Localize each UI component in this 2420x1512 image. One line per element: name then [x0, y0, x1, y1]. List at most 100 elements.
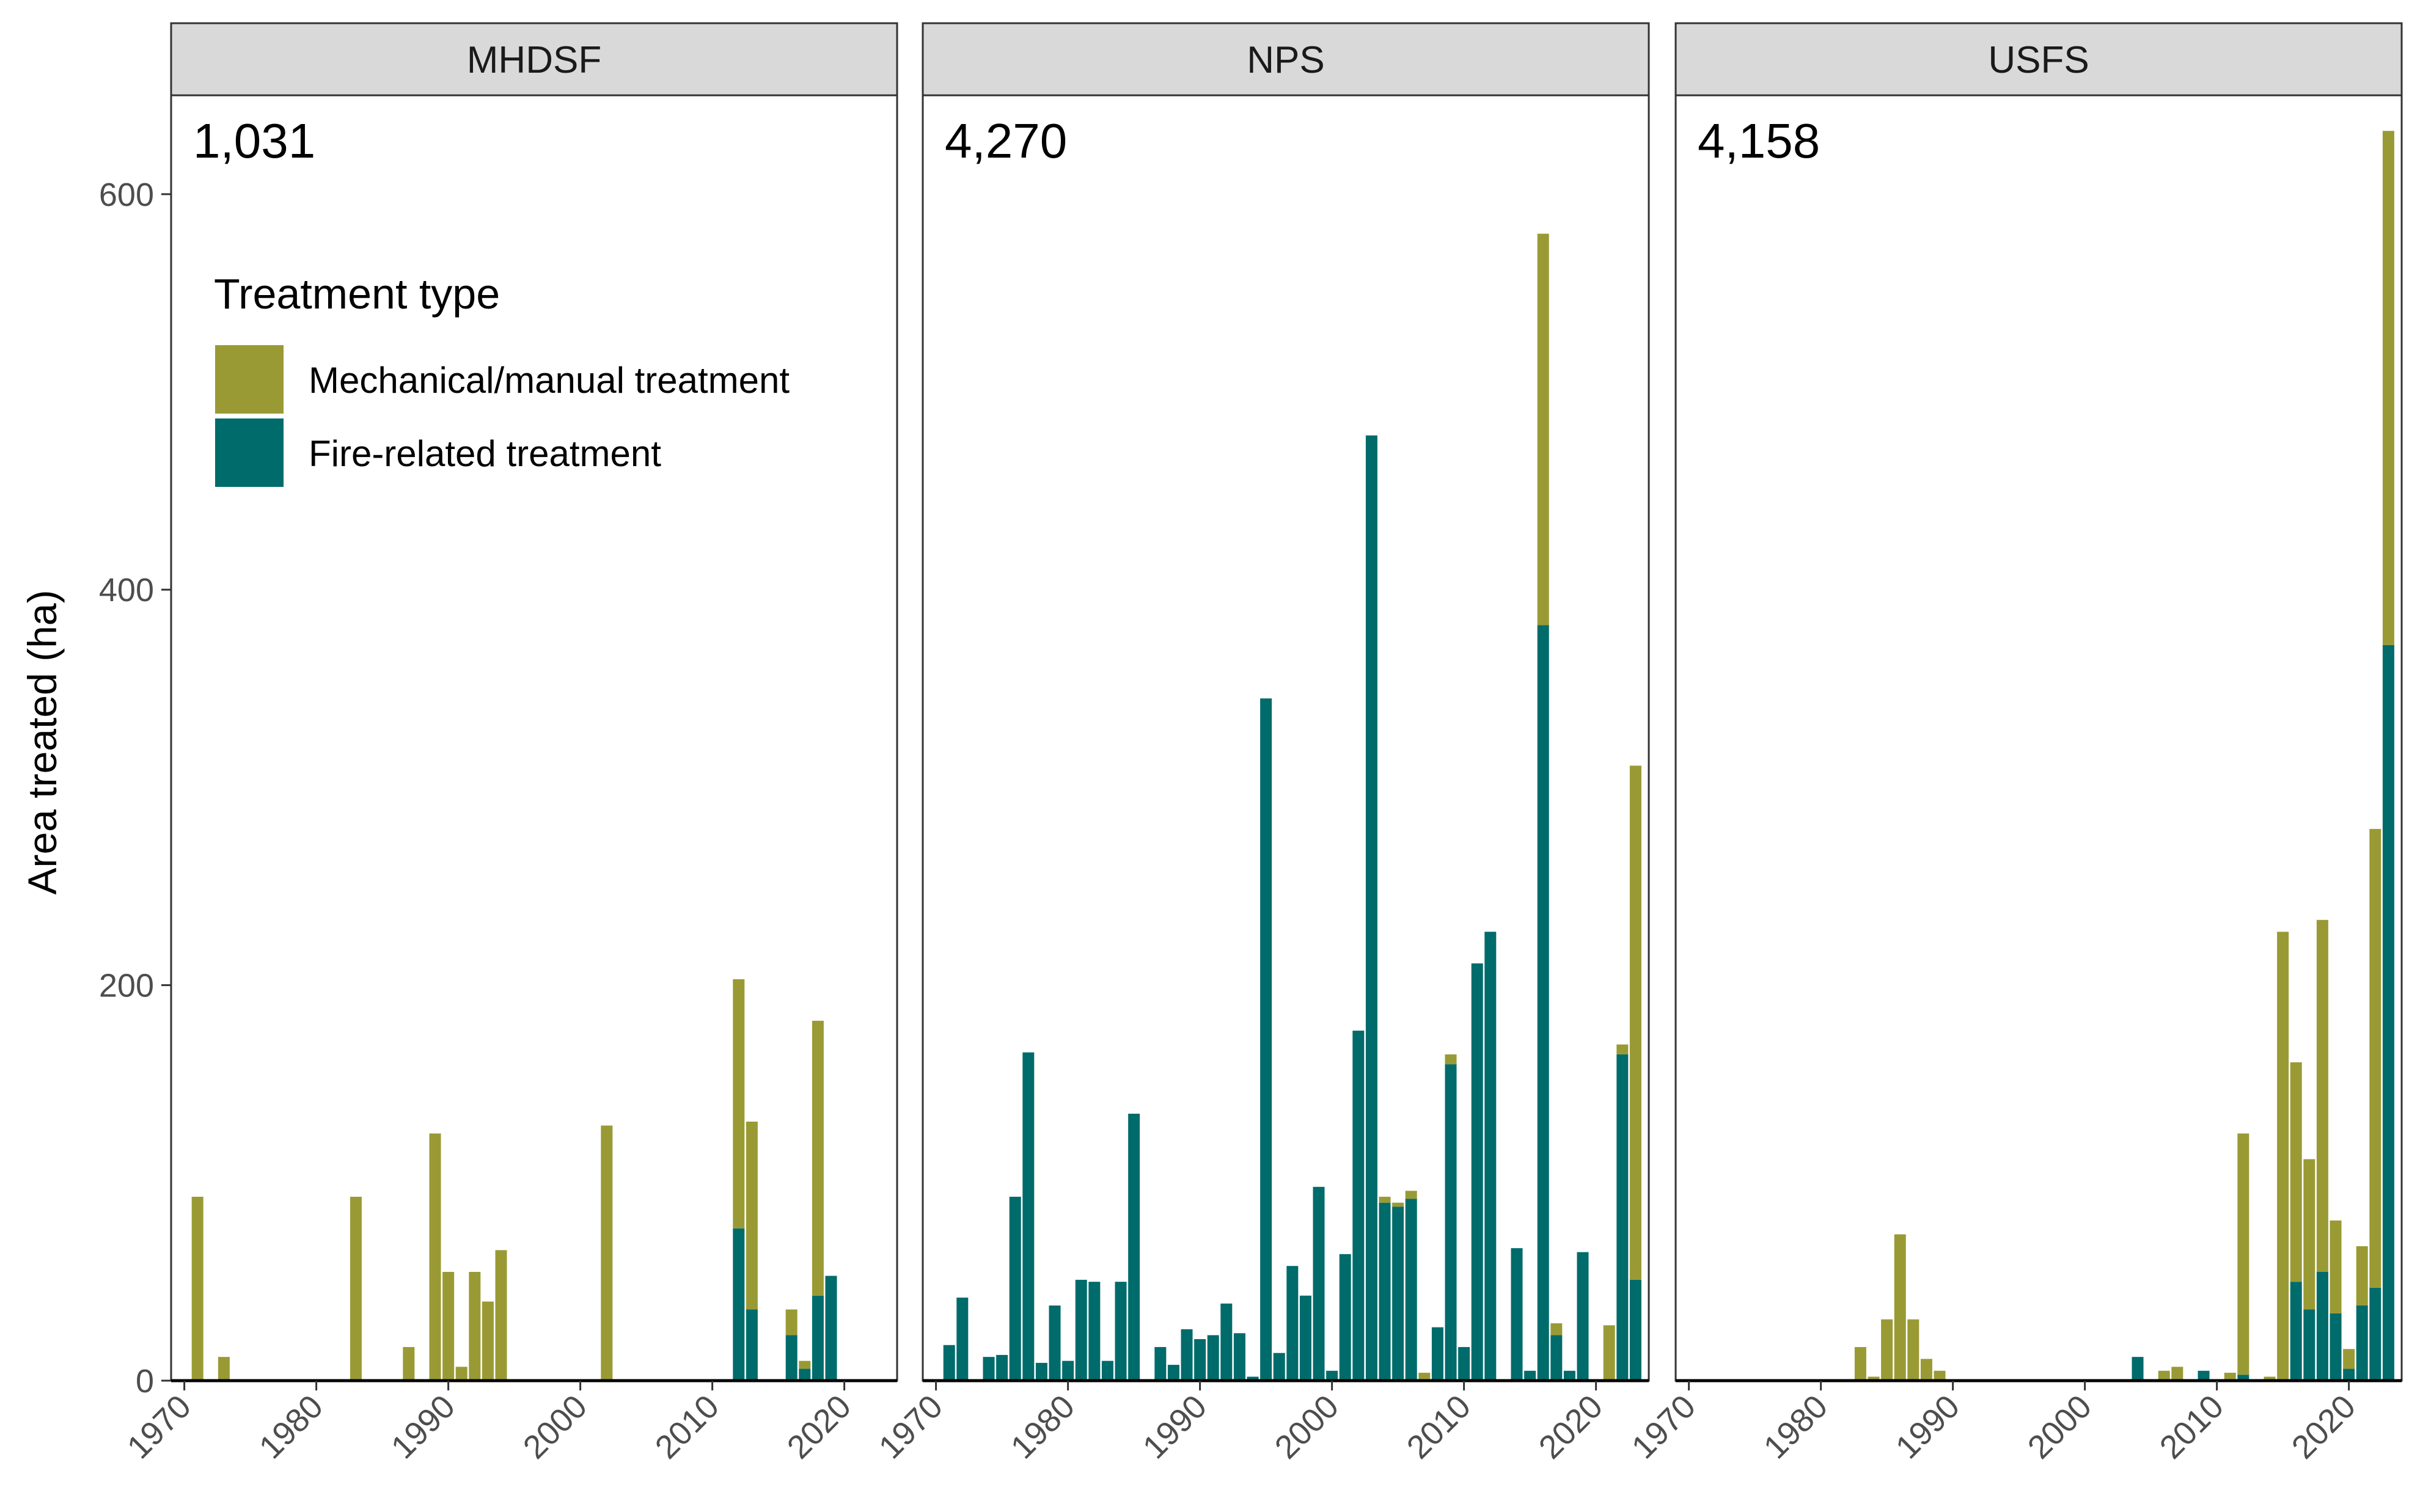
- bar-mechanical-2007: [2171, 1367, 2184, 1381]
- legend-swatch-mechanical: [215, 345, 284, 414]
- bar-fire-1992: [1220, 1303, 1233, 1381]
- bar-fire-2001: [1339, 1254, 1351, 1381]
- facet-label: USFS: [1988, 39, 2089, 81]
- bar-fire-2012: [1484, 932, 1497, 1381]
- bar-fire-1974: [983, 1357, 995, 1381]
- bar-mechanical-2002: [601, 1125, 613, 1381]
- bar-fire-2012: [733, 1228, 745, 1381]
- bar-mechanical-1971: [191, 1196, 204, 1381]
- bar-fire-2018: [2316, 1271, 2328, 1381]
- bar-fire-1999: [1313, 1186, 1325, 1381]
- bar-fire-1971: [943, 1345, 955, 1381]
- bar-fire-2005: [1392, 1207, 1404, 1381]
- bar-fire-2019: [2330, 1313, 2342, 1381]
- bar-fire-2000: [1326, 1370, 1338, 1381]
- bar-fire-2014: [1511, 1248, 1523, 1381]
- bar-fire-1995: [1260, 698, 1272, 1381]
- bar-mechanical-2007: [1418, 1373, 1431, 1381]
- bar-fire-2016: [2290, 1282, 2302, 1381]
- bar-mechanical-1991: [455, 1367, 468, 1381]
- y-tick-label-600: 600: [99, 177, 154, 213]
- bar-fire-2021: [2356, 1305, 2368, 1381]
- bar-mechanical-1987: [403, 1346, 415, 1381]
- bar-fire-1977: [1022, 1052, 1035, 1381]
- bar-mechanical-2005: [1392, 1202, 1404, 1207]
- bar-fire-2004: [1379, 1202, 1391, 1381]
- bar-mechanical-2021: [1603, 1325, 1615, 1381]
- bar-fire-2008: [1431, 1327, 1443, 1381]
- facet-label: NPS: [1247, 39, 1324, 81]
- legend-entry-fire: Fire-related treatment: [309, 433, 661, 474]
- bar-mechanical-1983: [350, 1196, 362, 1381]
- bar-mechanical-1986: [1894, 1234, 1906, 1381]
- bar-fire-2013: [746, 1309, 758, 1381]
- bar-fire-2004: [2132, 1357, 2144, 1381]
- bar-mechanical-2013: [746, 1121, 758, 1310]
- bar-fire-2009: [2198, 1370, 2210, 1381]
- bar-mechanical-1985: [1881, 1319, 1893, 1381]
- bar-mechanical-1987: [1907, 1319, 1920, 1381]
- bar-fire-2012: [2237, 1375, 2250, 1381]
- bar-mechanical-2012: [733, 979, 745, 1229]
- facet-strip: [922, 22, 1650, 97]
- bars: [191, 979, 837, 1381]
- bar-mechanical-1983: [1854, 1346, 1866, 1381]
- bar-fire-1978: [1035, 1362, 1047, 1381]
- bar-mechanical-2006: [1405, 1191, 1417, 1199]
- bar-mechanical-2017: [1550, 1323, 1563, 1335]
- panel-total-label: 4,158: [1698, 114, 1820, 168]
- bar-mechanical-2016: [1537, 233, 1549, 626]
- bar-fire-1994: [1247, 1376, 1259, 1381]
- bar-mechanical-2018: [812, 1020, 824, 1296]
- bar-mechanical-1993: [482, 1301, 494, 1381]
- bar-mechanical-2022: [1616, 1044, 1629, 1054]
- bar-fire-1987: [1154, 1346, 1167, 1381]
- bar-fire-1980: [1062, 1360, 1074, 1381]
- bar-mechanical-2006: [2158, 1370, 2170, 1381]
- bar-mechanical-2017: [799, 1360, 811, 1369]
- bar-mechanical-2014: [2264, 1376, 2276, 1381]
- bar-mechanical-2011: [2224, 1373, 2236, 1381]
- bar-fire-1972: [956, 1298, 969, 1381]
- bar-mechanical-2023: [1629, 765, 1641, 1280]
- bar-fire-2023: [2382, 645, 2394, 1381]
- bar-fire-2017: [2303, 1309, 2316, 1381]
- facet-label: MHDSF: [467, 39, 601, 81]
- bar-fire-1998: [1299, 1295, 1311, 1381]
- bars: [943, 233, 1641, 1381]
- bar-fire-2023: [1629, 1279, 1641, 1381]
- facet-strip: [170, 22, 898, 97]
- bar-mechanical-1984: [1868, 1376, 1880, 1381]
- bar-fire-2002: [1352, 1031, 1365, 1381]
- legend: Treatment type Mechanical/manual treatmen…: [214, 270, 790, 487]
- legend-entry-mechanical: Mechanical/manual treatment: [309, 360, 790, 401]
- bar-fire-1989: [1181, 1329, 1193, 1381]
- bar-mechanical-2009: [1445, 1054, 1457, 1065]
- bar-mechanical-2016: [785, 1309, 798, 1335]
- panel-total-label: 1,031: [193, 114, 315, 168]
- bar-fire-1997: [1286, 1266, 1299, 1381]
- bar-fire-2011: [1471, 963, 1483, 1381]
- bar-mechanical-2004: [1379, 1196, 1391, 1203]
- bar-mechanical-1988: [1920, 1359, 1932, 1381]
- bar-fire-2022: [2369, 1287, 2382, 1381]
- bar-mechanical-2022: [2369, 828, 2382, 1288]
- bar-fire-2009: [1445, 1064, 1457, 1381]
- bar-fire-2003: [1365, 435, 1377, 1381]
- bar-fire-1979: [1049, 1305, 1061, 1381]
- bar-fire-2015: [1524, 1370, 1536, 1381]
- bar-fire-1984: [1115, 1282, 1127, 1381]
- bar-fire-1982: [1088, 1282, 1101, 1381]
- bar-fire-2016: [1537, 625, 1549, 1381]
- bar-fire-1996: [1273, 1353, 1285, 1381]
- bars: [1854, 131, 2394, 1381]
- bar-fire-1990: [1194, 1339, 1206, 1381]
- bar-fire-2018: [1563, 1370, 1575, 1381]
- bar-mechanical-1973: [218, 1357, 230, 1381]
- bar-mechanical-2015: [2277, 932, 2289, 1381]
- bar-mechanical-1990: [442, 1271, 455, 1381]
- bar-fire-2006: [1405, 1199, 1417, 1381]
- bar-fire-2017: [799, 1368, 811, 1381]
- bar-mechanical-1989: [429, 1133, 441, 1381]
